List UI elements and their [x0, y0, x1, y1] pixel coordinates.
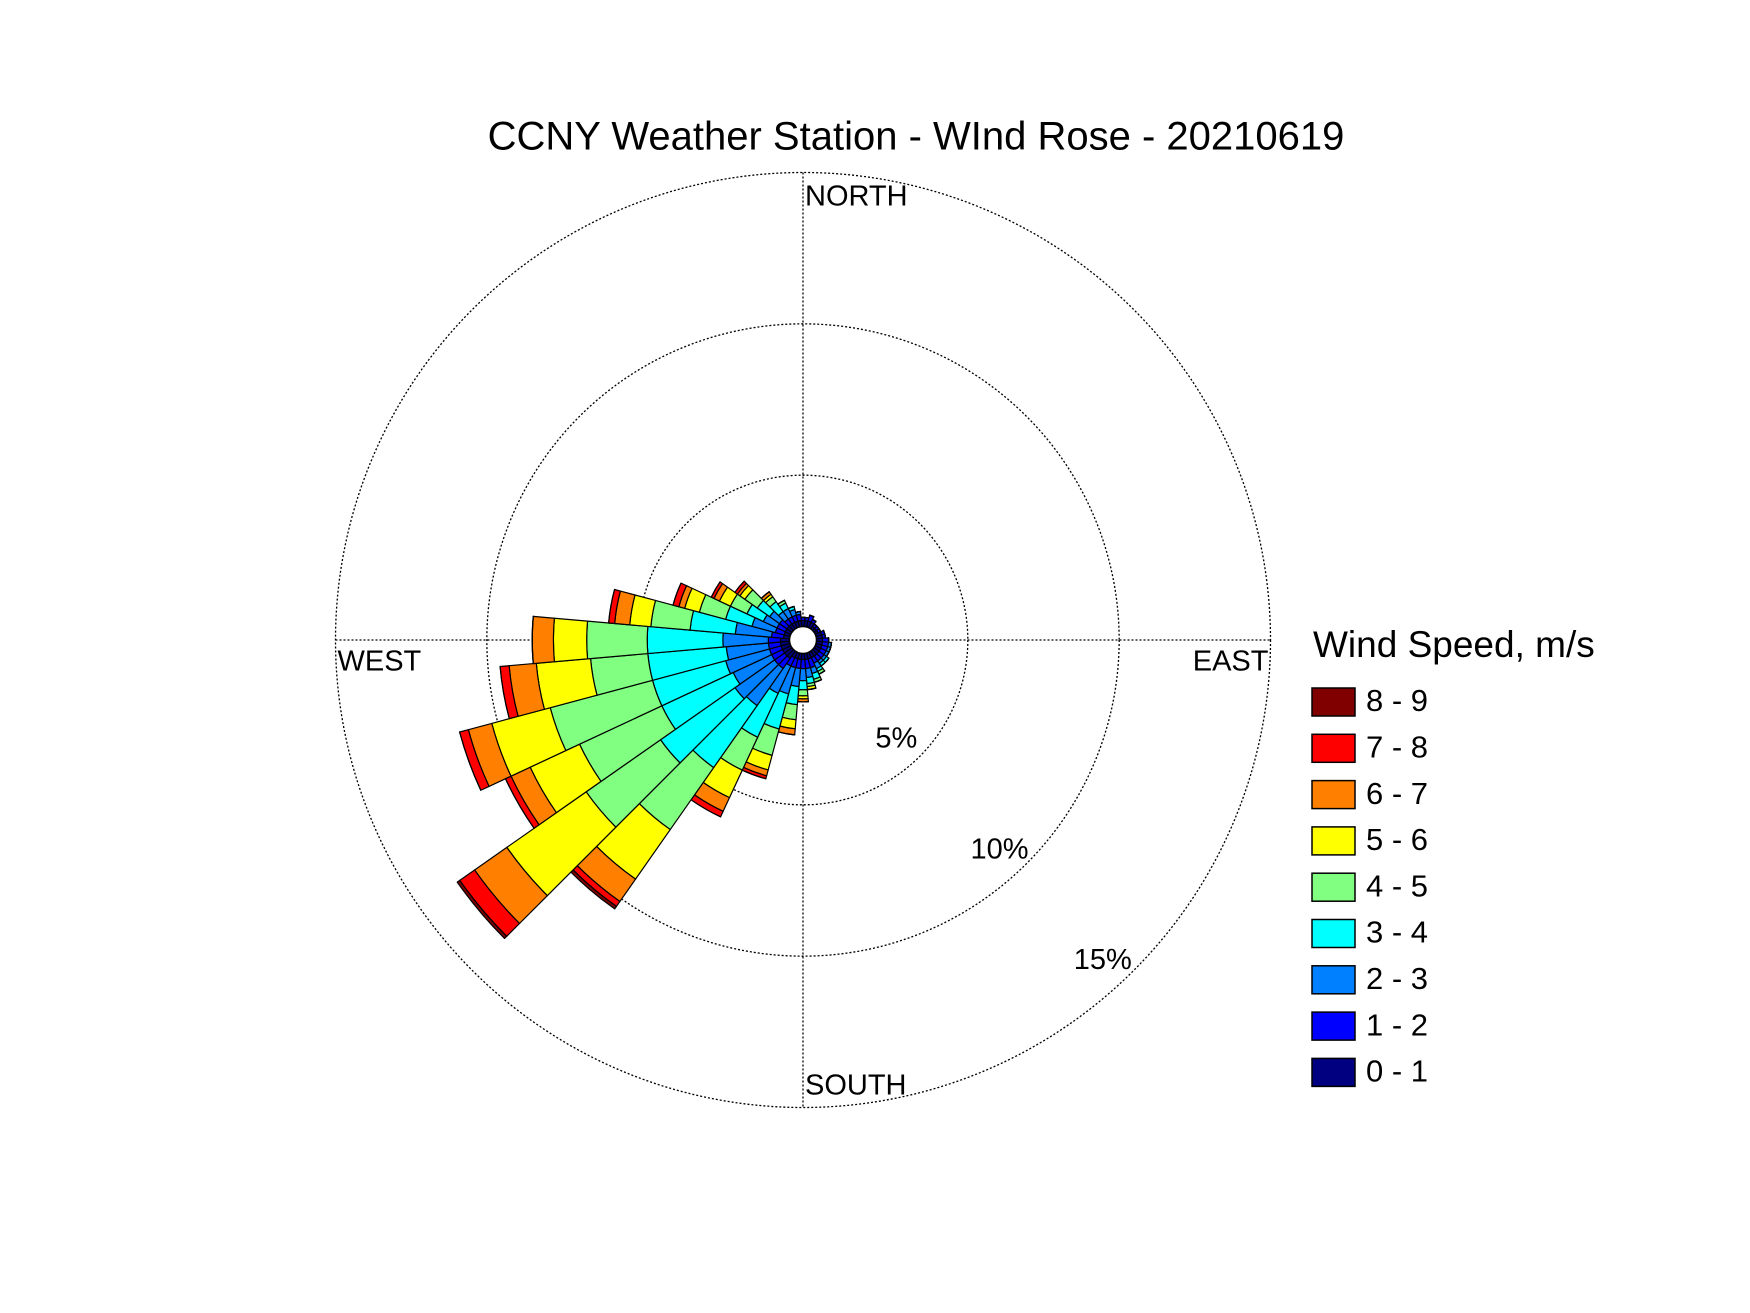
legend-swatch — [1311, 733, 1356, 764]
legend-swatch — [1311, 965, 1356, 995]
petal-segment — [531, 615, 534, 665]
legend-title: Wind Speed, m/s — [1313, 624, 1595, 665]
r-tick-label: 15% — [1074, 944, 1132, 976]
petal-segment — [734, 580, 745, 593]
legend-label: 0 - 1 — [1366, 1054, 1428, 1089]
legend-label: 3 - 4 — [1366, 915, 1428, 950]
direction-label: SOUTH — [805, 1070, 907, 1102]
legend-label: 5 - 6 — [1366, 822, 1428, 857]
petal-segment — [797, 689, 809, 697]
legend-swatch — [1311, 918, 1356, 949]
petal-segment — [811, 618, 817, 623]
petal-segment — [710, 581, 721, 598]
legend-label: 6 - 7 — [1366, 776, 1428, 811]
legend-label: 8 - 9 — [1366, 683, 1428, 718]
chart-title: CCNY Weather Station - WInd Rose - 20210… — [488, 115, 1345, 159]
legend-swatch — [1311, 826, 1356, 856]
legend-swatch — [1311, 687, 1356, 717]
petal-segment — [459, 731, 482, 791]
legend-label: 1 - 2 — [1366, 1007, 1428, 1042]
petal-segment — [531, 615, 555, 665]
center-hole — [788, 625, 818, 655]
grid-ring — [334, 171, 1272, 1109]
petal-segment — [456, 879, 508, 940]
grid-ring — [486, 323, 1120, 957]
legend-swatch — [1311, 779, 1356, 810]
petal-segment — [787, 605, 795, 610]
legend-label: 7 - 8 — [1366, 729, 1428, 764]
petal-segment — [809, 614, 815, 618]
petal-segment — [499, 665, 510, 720]
petal-segment — [608, 588, 616, 624]
petal-segment — [672, 582, 682, 606]
legend-swatch — [1311, 872, 1356, 902]
petal-segment — [586, 620, 649, 660]
direction-label: EAST — [1193, 646, 1269, 678]
petals — [456, 580, 833, 940]
r-tick-label: 10% — [971, 833, 1029, 865]
direction-label: NORTH — [805, 181, 908, 213]
petal-segment — [760, 591, 770, 599]
direction-label: WEST — [338, 646, 422, 678]
legend-label: 4 - 5 — [1366, 868, 1428, 903]
petal-segment — [794, 610, 802, 613]
r-tick-label: 5% — [875, 723, 917, 755]
petal-segment — [798, 679, 808, 691]
legend-swatch — [1311, 1057, 1356, 1088]
petal-segment — [777, 599, 786, 605]
legend-label: 2 - 3 — [1366, 961, 1428, 996]
petal-segment — [552, 617, 589, 663]
legend-swatch — [1311, 1011, 1356, 1041]
